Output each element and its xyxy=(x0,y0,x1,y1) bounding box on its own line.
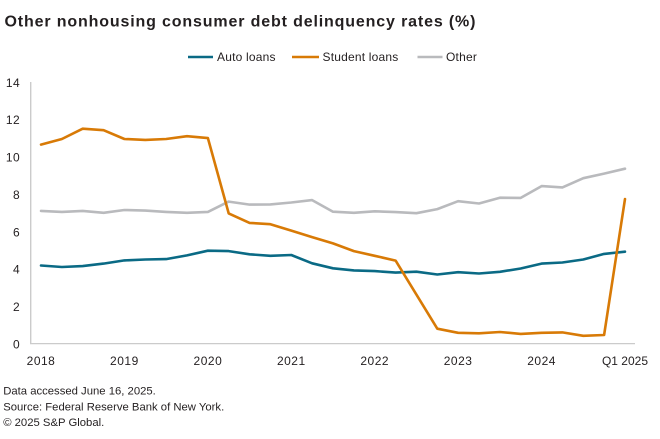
svg-text:Other nonhousing consumer debt: Other nonhousing consumer debt delinquen… xyxy=(5,13,477,30)
svg-text:2: 2 xyxy=(13,300,20,314)
svg-text:Source: Federal Reserve Bank o: Source: Federal Reserve Bank of New York… xyxy=(3,401,224,413)
svg-text:Other: Other xyxy=(446,50,477,64)
svg-text:0: 0 xyxy=(13,337,20,351)
svg-text:Data accessed June 16, 2025.: Data accessed June 16, 2025. xyxy=(3,386,156,398)
svg-text:2023: 2023 xyxy=(444,354,473,368)
svg-text:Student loans: Student loans xyxy=(323,50,399,64)
svg-text:2022: 2022 xyxy=(360,354,389,368)
svg-text:8: 8 xyxy=(13,188,20,202)
svg-text:6: 6 xyxy=(13,225,20,239)
svg-text:Q1 2025: Q1 2025 xyxy=(602,354,648,368)
svg-text:4: 4 xyxy=(13,263,20,277)
svg-text:12: 12 xyxy=(6,113,20,127)
svg-text:2020: 2020 xyxy=(194,354,223,368)
svg-text:10: 10 xyxy=(6,151,20,165)
svg-text:© 2025 S&P Global.: © 2025 S&P Global. xyxy=(3,417,104,429)
svg-text:2024: 2024 xyxy=(527,354,556,368)
svg-text:Auto loans: Auto loans xyxy=(217,50,276,64)
svg-text:14: 14 xyxy=(6,76,20,90)
svg-text:2021: 2021 xyxy=(277,354,306,368)
svg-text:2018: 2018 xyxy=(27,354,56,368)
svg-text:2019: 2019 xyxy=(110,354,139,368)
